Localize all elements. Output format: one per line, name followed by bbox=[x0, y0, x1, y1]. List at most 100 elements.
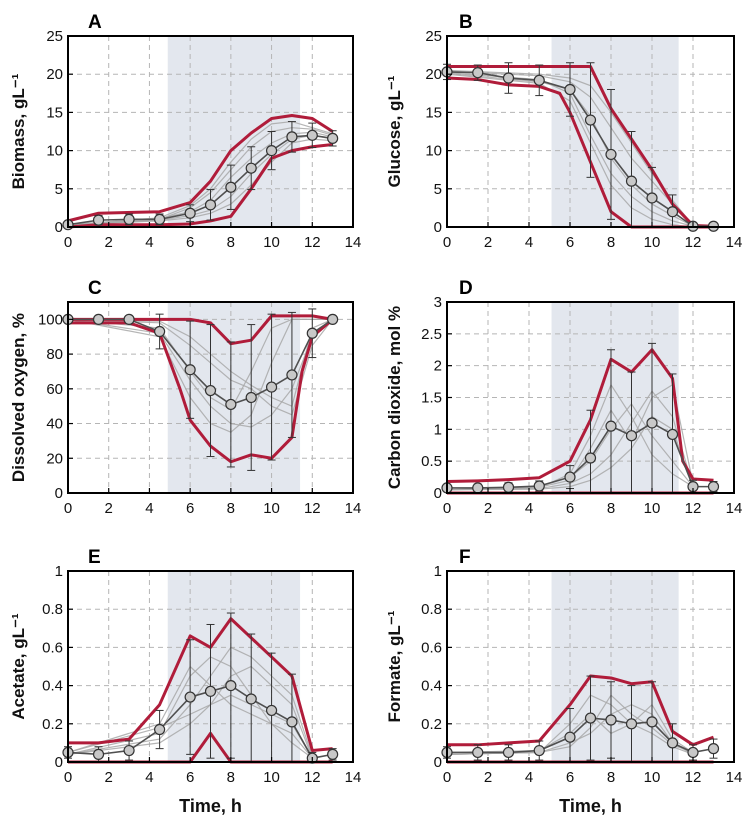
data-point-e bbox=[286, 716, 298, 728]
y-tick-label-e: 0 bbox=[55, 754, 63, 771]
y-tick-label-f: 1 bbox=[434, 563, 442, 580]
data-point-e bbox=[123, 744, 135, 757]
data-point-a bbox=[225, 181, 237, 193]
x-tick-label-f: 14 bbox=[726, 769, 743, 786]
data-point-f bbox=[533, 744, 545, 757]
data-point-f bbox=[707, 743, 720, 755]
y-tick-label-d: 3 bbox=[434, 294, 442, 311]
data-point-c bbox=[245, 391, 257, 404]
y-tick-label-e: 0.2 bbox=[42, 716, 63, 733]
data-point-d bbox=[584, 452, 597, 464]
data-point-b bbox=[605, 148, 617, 161]
x-tick-label-f: 2 bbox=[484, 769, 492, 786]
panel-d: 0 2 4 6 8 10 12 14 0 0.5 1 1.5 2 2.5 3D Carbon dioxide,… bbox=[385, 278, 742, 517]
data-point-a bbox=[154, 213, 166, 225]
x-tick-label-a: 8 bbox=[227, 234, 235, 251]
data-point-b bbox=[646, 192, 658, 204]
panel-label-d: D bbox=[459, 278, 473, 299]
x-tick-label-d: 0 bbox=[443, 500, 451, 517]
x-tick-label-b: 4 bbox=[525, 234, 533, 251]
y-tick-label-f: 0.4 bbox=[421, 678, 442, 695]
trace-line-a-1 bbox=[67, 138, 333, 226]
x-tick-label-b: 6 bbox=[566, 234, 574, 251]
panel-label-a: A bbox=[88, 12, 102, 33]
y-tick-label-f: 0.8 bbox=[421, 601, 442, 618]
x-tick-label-b: 2 bbox=[484, 234, 492, 251]
data-point-a bbox=[327, 132, 339, 144]
trace-line-a-0 bbox=[67, 127, 333, 226]
x-tick-label-e: 10 bbox=[263, 769, 280, 786]
upper-envelope-f bbox=[447, 674, 715, 747]
y-tick-label-d: 1 bbox=[434, 421, 442, 438]
data-point-d bbox=[646, 417, 658, 429]
data-point-e bbox=[92, 748, 105, 760]
data-point-e bbox=[204, 685, 217, 697]
x-tick-label-d: 4 bbox=[525, 500, 533, 517]
x-tick-label-f: 4 bbox=[525, 769, 533, 786]
lower-envelope-c bbox=[68, 318, 334, 464]
data-point-c bbox=[154, 325, 166, 338]
shaded-region-b bbox=[551, 36, 679, 227]
data-point-d bbox=[564, 471, 576, 483]
panel-f: 0 2 4 6 8 10 12 14 0 0.2 0.4 0.6 0.8 1F Formate, gL⁻¹ T… bbox=[385, 547, 742, 816]
data-point-b bbox=[584, 114, 597, 126]
x-tick-label-e: 4 bbox=[145, 769, 153, 786]
data-point-b bbox=[564, 83, 576, 96]
y-tick-label-c: 0 bbox=[55, 485, 63, 502]
plot-frame-e bbox=[67, 570, 354, 763]
x-tick-label-e: 2 bbox=[105, 769, 113, 786]
data-point-b bbox=[533, 74, 545, 86]
y-axis-label-e: Acetate, gL⁻¹ bbox=[9, 613, 28, 720]
x-axis-label-f: Time, h bbox=[559, 796, 622, 816]
trace-line-a-2 bbox=[67, 131, 333, 226]
y-tick-label-d: 2 bbox=[434, 358, 442, 375]
data-point-a bbox=[184, 207, 196, 219]
y-tick-label-f: 0.6 bbox=[421, 639, 442, 656]
x-tick-label-a: 4 bbox=[145, 234, 153, 251]
x-axis-label-e: Time, h bbox=[179, 796, 242, 816]
y-tick-label-b: 0 bbox=[434, 219, 442, 236]
data-point-e bbox=[245, 693, 257, 705]
data-point-c bbox=[286, 369, 298, 381]
data-point-f bbox=[666, 737, 679, 749]
data-point-c bbox=[184, 364, 196, 376]
y-axis-label-b: Glucose, gL⁻¹ bbox=[385, 75, 404, 187]
data-point-a bbox=[204, 199, 217, 211]
panel-label-b: B bbox=[459, 12, 473, 33]
x-tick-label-d: 2 bbox=[484, 500, 492, 517]
data-point-e bbox=[265, 704, 278, 717]
y-axis-label-d: Carbon dioxide, mol % bbox=[385, 306, 404, 489]
y-tick-label-b: 10 bbox=[425, 143, 442, 160]
data-point-d bbox=[472, 482, 484, 494]
x-tick-label-a: 0 bbox=[64, 234, 72, 251]
x-tick-label-d: 10 bbox=[644, 500, 661, 517]
data-point-b bbox=[666, 206, 679, 218]
x-tick-label-c: 12 bbox=[304, 500, 321, 517]
data-point-a bbox=[245, 162, 257, 174]
data-point-a bbox=[123, 213, 135, 225]
data-point-a bbox=[286, 131, 298, 143]
x-tick-label-c: 4 bbox=[145, 500, 153, 517]
y-tick-label-a: 10 bbox=[46, 143, 63, 160]
upper-envelope-e bbox=[68, 617, 333, 753]
x-tick-label-c: 14 bbox=[345, 500, 362, 517]
x-tick-label-e: 12 bbox=[304, 769, 321, 786]
y-tick-label-e: 0.6 bbox=[42, 639, 63, 656]
y-tick-label-d: 0.5 bbox=[421, 453, 442, 470]
x-tick-label-e: 8 bbox=[227, 769, 235, 786]
data-point-d bbox=[605, 420, 617, 432]
panel-a: 0 2 4 6 8 10 12 14 0 5 10 15 20 25 A Biomass, gL⁻¹ bbox=[9, 12, 361, 251]
y-tick-label-a: 20 bbox=[46, 66, 63, 83]
x-tick-label-f: 12 bbox=[685, 769, 702, 786]
x-tick-label-a: 12 bbox=[304, 234, 321, 251]
y-axis-label-f: Formate, gL⁻¹ bbox=[385, 610, 404, 722]
data-point-b bbox=[625, 175, 638, 187]
data-point-d bbox=[707, 481, 720, 493]
trace-line-a-4 bbox=[67, 120, 333, 226]
y-axis-label-a: Biomass, gL⁻¹ bbox=[9, 73, 28, 189]
x-tick-label-c: 10 bbox=[263, 500, 280, 517]
trace-line-c-3 bbox=[67, 318, 334, 428]
data-point-f bbox=[472, 746, 484, 759]
plot-frame-b bbox=[446, 35, 735, 228]
data-point-c bbox=[327, 313, 339, 325]
